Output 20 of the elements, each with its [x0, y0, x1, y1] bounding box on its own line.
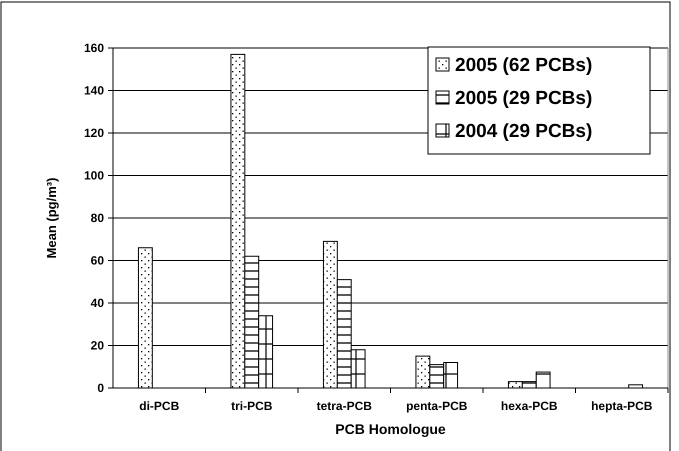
- y-tick-label: 60: [90, 254, 104, 268]
- y-tick-label: 40: [90, 296, 104, 310]
- y-tick-label: 160: [84, 41, 104, 56]
- y-tick-label: 140: [84, 84, 104, 98]
- y-tick-label: 100: [84, 168, 104, 183]
- legend-label: 2004 (29 PCBs): [455, 121, 592, 142]
- x-tick-label: tri-PCB: [231, 399, 273, 413]
- x-tick-label: tetra-PCB: [316, 399, 372, 413]
- x-tick-label: penta-PCB: [406, 399, 468, 413]
- x-tick-label: hepta-PCB: [591, 399, 653, 413]
- y-tick-label: 80: [90, 211, 104, 226]
- y-tick-label: 120: [84, 126, 104, 140]
- y-tick-label: 0: [97, 381, 104, 396]
- x-axis-title: PCB Homologue: [335, 421, 446, 437]
- y-axis-title: Mean (pg/m³): [44, 178, 59, 258]
- x-tick-label: di-PCB: [139, 399, 180, 413]
- legend-label: 2005 (29 PCBs): [455, 88, 592, 109]
- y-tick-label: 20: [90, 338, 104, 353]
- legend-label: 2005 (62 PCBs): [455, 55, 592, 76]
- x-tick-label: hexa-PCB: [500, 399, 558, 413]
